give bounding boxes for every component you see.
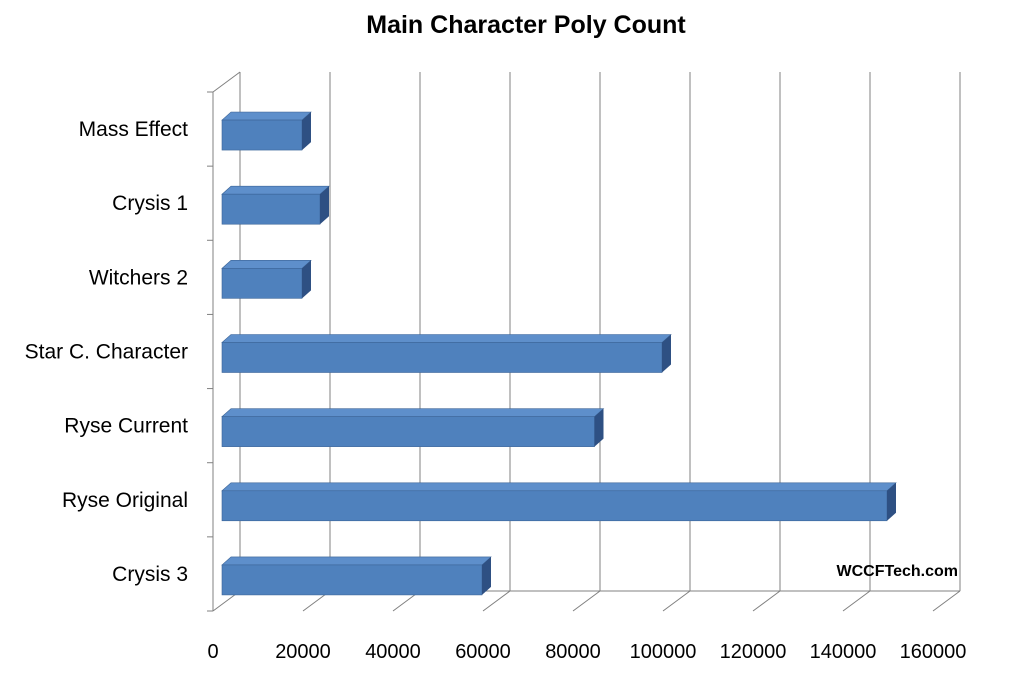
tick-labels: 0 20000 40000 60000 80000 100000 120000 140000 1… (207, 641, 966, 663)
bar-front-face (221, 268, 303, 299)
bar-top-face (221, 334, 672, 343)
bar (221, 260, 312, 299)
x-tick-label: 0 (207, 641, 218, 663)
category-label: Crysis 3 (112, 563, 188, 586)
floor-gridline (752, 590, 781, 612)
category-label: Mass Effect (79, 118, 188, 141)
bar-front-face (221, 342, 663, 373)
bars (221, 111, 897, 596)
bar (221, 408, 605, 447)
bar-end-face (482, 556, 491, 595)
bar-front-face (221, 416, 595, 447)
bar-top-face (221, 185, 330, 195)
category-label: Witchers 2 (89, 266, 188, 289)
bar-top-face (221, 111, 312, 121)
bar-end-face (887, 482, 896, 521)
bar-end-face (662, 334, 671, 373)
bar-end-face (320, 186, 329, 225)
bar (221, 556, 492, 596)
watermark-annotation: WCCFTech.com (837, 563, 958, 580)
wall-top-edge (212, 71, 241, 93)
x-tick-label: 20000 (275, 641, 331, 663)
bar-end-face (302, 260, 311, 299)
floor-gridline (572, 590, 601, 612)
bar (221, 482, 897, 522)
category-label: Crysis 1 (112, 192, 188, 215)
category-labels: Mass Effect Crysis 1 Witchers 2 Star C. Cha… (25, 118, 189, 586)
bar-top-face (221, 260, 312, 269)
bar (221, 111, 312, 151)
bar-end-face (594, 408, 604, 447)
x-tick-label: 100000 (630, 641, 697, 663)
bar-top-face (221, 556, 492, 566)
bar (221, 185, 330, 225)
x-tick-label: 140000 (810, 641, 877, 663)
floor-gridline (842, 590, 871, 612)
bar-front-face (221, 564, 483, 596)
category-label: Ryse Current (64, 415, 188, 438)
floor-gridline (932, 590, 961, 612)
x-tick-label: 80000 (545, 641, 601, 663)
x-tick-label: 60000 (455, 641, 511, 663)
bar-top-face (221, 482, 897, 492)
x-tick-label: 120000 (720, 641, 787, 663)
bar-top-face (221, 408, 605, 417)
bar-front-face (221, 119, 303, 151)
category-label: Ryse Original (62, 489, 188, 512)
category-label: Star C. Character (25, 341, 188, 364)
bar-front-face (221, 193, 321, 225)
chart-title: Main Character Poly Count (366, 11, 686, 39)
bar (221, 334, 672, 373)
bar-end-face (302, 112, 311, 151)
floor-gridline (482, 590, 511, 612)
x-tick-label: 40000 (365, 641, 421, 663)
x-tick-label: 160000 (900, 641, 967, 663)
bar-front-face (221, 490, 888, 522)
floor-gridline (662, 590, 691, 612)
